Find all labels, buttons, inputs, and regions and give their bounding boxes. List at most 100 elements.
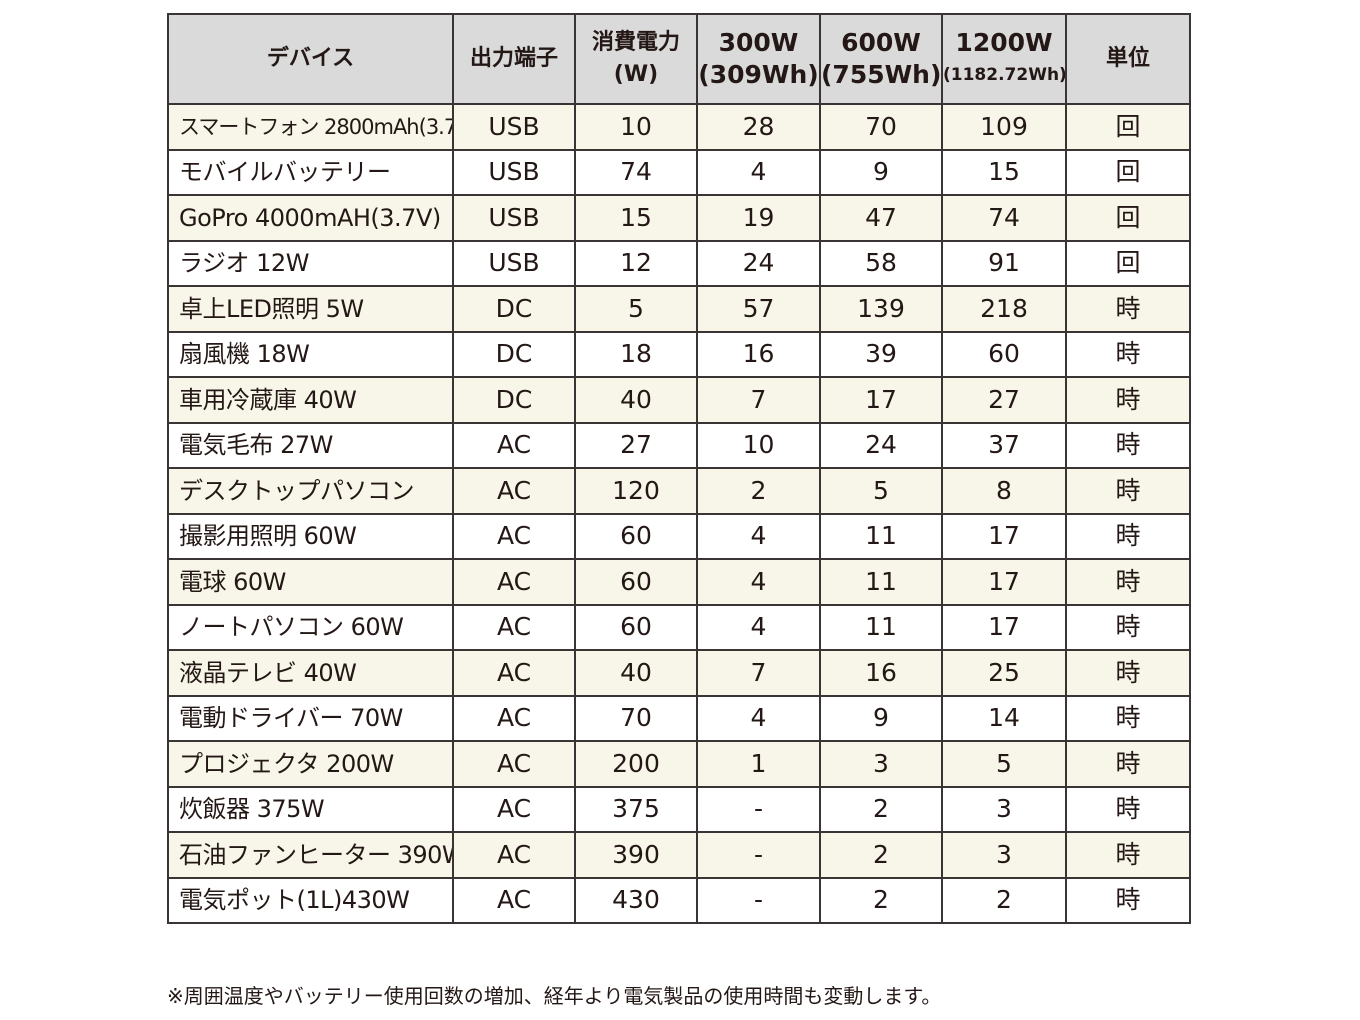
cell-1200w: 218: [941, 285, 1067, 333]
cell-1200w: 3: [941, 831, 1067, 879]
cell-device: 電気ポット(1L)430W: [167, 876, 454, 924]
header-unit: 単位: [1065, 13, 1191, 105]
header-port: 出力端子: [452, 13, 576, 105]
cell-device: ラジオ 12W: [167, 239, 454, 287]
cell-1200w: 60: [941, 330, 1067, 378]
cell-power: 430: [574, 876, 698, 924]
cell-unit: 時: [1065, 285, 1191, 333]
cell-port: DC: [452, 285, 576, 333]
cell-unit: 時: [1065, 421, 1191, 469]
cell-300w: 7: [696, 376, 821, 424]
footnote: ※周囲温度やバッテリー使用回数の増加、経年より電気製品の使用時間も変動します。: [167, 984, 942, 1008]
table-row: 電動ドライバー 70W AC 70 4 9 14 時: [167, 694, 1191, 742]
cell-device: 電気毛布 27W: [167, 421, 454, 469]
cell-device: モバイルバッテリー: [167, 148, 454, 196]
cell-600w: 16: [819, 649, 943, 697]
table-row: 電球 60W AC 60 4 11 17 時: [167, 558, 1191, 606]
cell-device: 卓上LED照明 5W: [167, 285, 454, 333]
header-300w-line2: (309Wh): [698, 60, 819, 89]
cell-port: USB: [452, 194, 576, 242]
cell-power: 40: [574, 649, 698, 697]
cell-unit: 時: [1065, 467, 1191, 515]
cell-unit: 回: [1065, 194, 1191, 242]
cell-600w: 24: [819, 421, 943, 469]
cell-port: AC: [452, 512, 576, 560]
device-runtime-table: デバイス 出力端子 消費電力 (W) 300W (309Wh) 600W (75…: [167, 13, 1191, 924]
header-power: 消費電力 (W): [574, 13, 698, 105]
cell-port: USB: [452, 103, 576, 151]
table-body: スマートフォン 2800mAh(3.7V) USB 10 28 70 109 回モバイルバッ…: [167, 103, 1191, 924]
cell-port: AC: [452, 649, 576, 697]
cell-600w: 2: [819, 876, 943, 924]
cell-power: 5: [574, 285, 698, 333]
cell-1200w: 27: [941, 376, 1067, 424]
table-row: モバイルバッテリー USB 74 4 9 15 回: [167, 148, 1191, 196]
table-row: 卓上LED照明 5W DC 5 57 139 218 時: [167, 285, 1191, 333]
cell-device: GoPro 4000mAH(3.7V): [167, 194, 454, 242]
cell-unit: 回: [1065, 148, 1191, 196]
cell-600w: 9: [819, 148, 943, 196]
cell-port: AC: [452, 740, 576, 788]
cell-device: スマートフォン 2800mAh(3.7V): [167, 103, 454, 151]
table-row: スマートフォン 2800mAh(3.7V) USB 10 28 70 109 回: [167, 103, 1191, 151]
cell-300w: 4: [696, 694, 821, 742]
cell-600w: 5: [819, 467, 943, 515]
cell-1200w: 74: [941, 194, 1067, 242]
cell-port: AC: [452, 831, 576, 879]
cell-600w: 3: [819, 740, 943, 788]
cell-600w: 11: [819, 558, 943, 606]
header-600w: 600W (755Wh): [819, 13, 943, 105]
cell-1200w: 5: [941, 740, 1067, 788]
cell-power: 12: [574, 239, 698, 287]
cell-unit: 時: [1065, 558, 1191, 606]
cell-1200w: 109: [941, 103, 1067, 151]
table-row: プロジェクタ 200W AC 200 1 3 5 時: [167, 740, 1191, 788]
table-row: GoPro 4000mAH(3.7V) USB 15 19 47 74 回: [167, 194, 1191, 242]
cell-port: AC: [452, 876, 576, 924]
cell-port: DC: [452, 330, 576, 378]
header-power-line1: 消費電力: [591, 30, 680, 55]
cell-device: 炊飯器 375W: [167, 785, 454, 833]
cell-power: 60: [574, 603, 698, 651]
header-port-label: 出力端子: [469, 46, 558, 71]
cell-device: 電動ドライバー 70W: [167, 694, 454, 742]
cell-power: 70: [574, 694, 698, 742]
cell-unit: 時: [1065, 512, 1191, 560]
cell-600w: 9: [819, 694, 943, 742]
cell-1200w: 3: [941, 785, 1067, 833]
table-row: 石油ファンヒーター 390W AC 390-2 3 時: [167, 831, 1191, 879]
cell-power: 200: [574, 740, 698, 788]
header-power-line2: (W): [613, 62, 659, 87]
cell-unit: 回: [1065, 239, 1191, 287]
cell-600w: 139: [819, 285, 943, 333]
cell-1200w: 14: [941, 694, 1067, 742]
cell-300w: -: [696, 876, 821, 924]
cell-300w: 2: [696, 467, 821, 515]
cell-power: 74: [574, 148, 698, 196]
cell-600w: 11: [819, 512, 943, 560]
header-1200w-line1: 1200W: [955, 28, 1053, 57]
cell-power: 40: [574, 376, 698, 424]
cell-power: 15: [574, 194, 698, 242]
cell-300w: 4: [696, 558, 821, 606]
cell-device: ノートパソコン 60W: [167, 603, 454, 651]
cell-1200w: 25: [941, 649, 1067, 697]
cell-600w: 17: [819, 376, 943, 424]
cell-300w: 1: [696, 740, 821, 788]
cell-1200w: 2: [941, 876, 1067, 924]
table-row: ラジオ 12W USB 12 24 58 91 回: [167, 239, 1191, 287]
cell-600w: 2: [819, 831, 943, 879]
capacity-table-container: デバイス 出力端子 消費電力 (W) 300W (309Wh) 600W (75…: [167, 13, 1191, 924]
cell-port: AC: [452, 421, 576, 469]
cell-300w: 7: [696, 649, 821, 697]
cell-unit: 時: [1065, 831, 1191, 879]
header-300w: 300W (309Wh): [696, 13, 821, 105]
cell-300w: 57: [696, 285, 821, 333]
cell-port: AC: [452, 694, 576, 742]
cell-600w: 70: [819, 103, 943, 151]
cell-1200w: 8: [941, 467, 1067, 515]
cell-power: 375: [574, 785, 698, 833]
table-row: 撮影用照明 60W AC 60 4 11 17 時: [167, 512, 1191, 560]
cell-device: デスクトップパソコン: [167, 467, 454, 515]
header-unit-label: 単位: [1105, 46, 1150, 71]
